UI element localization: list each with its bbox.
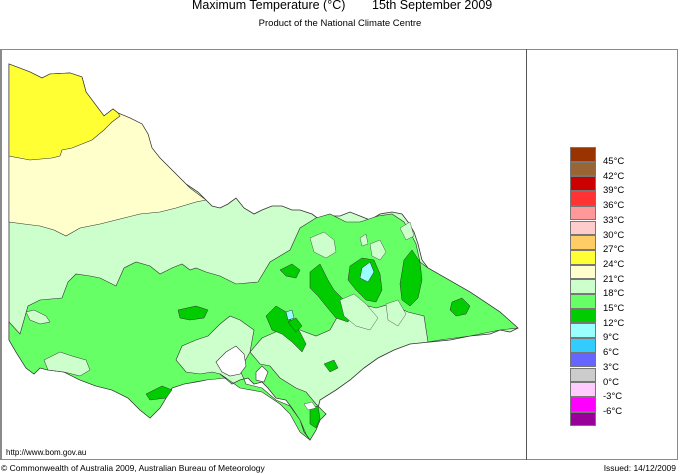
- legend-swatch-16: [570, 382, 596, 397]
- legend-swatch-14: [570, 352, 596, 368]
- subtitle: Product of the National Climate Centre: [258, 18, 422, 29]
- western-port: [255, 365, 269, 383]
- legend-swatch-6: [570, 235, 596, 250]
- coast-notch: [303, 401, 317, 411]
- legend-swatch-13: [570, 338, 596, 353]
- legend-swatch-18: [570, 411, 596, 427]
- legend-label: 6°C: [603, 347, 619, 359]
- region-24-27: [8, 63, 121, 161]
- legend-label: 21°C: [603, 273, 625, 285]
- region-15-18-west: [8, 213, 519, 441]
- legend-label: 15°C: [603, 303, 625, 314]
- legend-swatch-0: [570, 147, 596, 162]
- legend-label: 39°C: [603, 185, 625, 197]
- issued-date: Issued: 14/12/2009: [603, 463, 676, 473]
- legend-swatch-7: [570, 249, 596, 265]
- legend-label: 27°C: [603, 244, 625, 256]
- legend-label: 18°C: [603, 288, 625, 300]
- region-18-21-west-inlet: [25, 309, 51, 325]
- legend-swatch-10: [570, 294, 596, 309]
- legend-swatch-11: [570, 308, 596, 324]
- legend-label: 30°C: [603, 229, 625, 241]
- legend-swatch-5: [570, 220, 596, 236]
- port-phillip-bay: [215, 345, 247, 377]
- legend-swatch-15: [570, 367, 596, 383]
- legend-label: 3°C: [603, 361, 619, 373]
- map-frame: [0, 49, 678, 460]
- legend-label: 33°C: [603, 214, 625, 226]
- legend-label: -3°C: [603, 391, 623, 403]
- legend-label: 36°C: [603, 200, 625, 212]
- region-9-12-peaks: [285, 261, 375, 321]
- legend-swatch-17: [570, 396, 596, 412]
- legend-label: 45°C: [603, 156, 625, 167]
- legend-swatch-9: [570, 279, 596, 294]
- region-18-21-holes: [309, 221, 415, 331]
- legend-divider: [526, 49, 527, 460]
- legend-label: -6°C: [603, 405, 623, 417]
- legend-swatch-4: [570, 205, 596, 221]
- region-18-21-coast: [43, 351, 91, 377]
- legend-swatch-2: [570, 176, 596, 192]
- legend-label: 9°C: [603, 332, 619, 344]
- map-title: Maximum Temperature (°C) 15th September …: [0, 0, 680, 16]
- temperature-map: [8, 63, 519, 441]
- legend-swatch-12: [570, 323, 596, 339]
- copyright-notice: © Commonwealth of Australia 2009, Austra…: [1, 463, 265, 473]
- region-12-15-patches: [145, 249, 471, 429]
- legend-swatch-8: [570, 264, 596, 280]
- legend-label: 24°C: [603, 258, 625, 270]
- website-link[interactable]: http://www.bom.gov.au: [6, 448, 87, 457]
- legend-swatch-1: [570, 161, 596, 177]
- legend-label: 42°C: [603, 170, 625, 182]
- legend-label: 12°C: [603, 317, 625, 329]
- title-date: 15th September 2009: [372, 0, 493, 12]
- legend-swatch-3: [570, 191, 596, 206]
- legend-label: 0°C: [603, 376, 619, 388]
- title-variable: Maximum Temperature (°C): [192, 0, 346, 12]
